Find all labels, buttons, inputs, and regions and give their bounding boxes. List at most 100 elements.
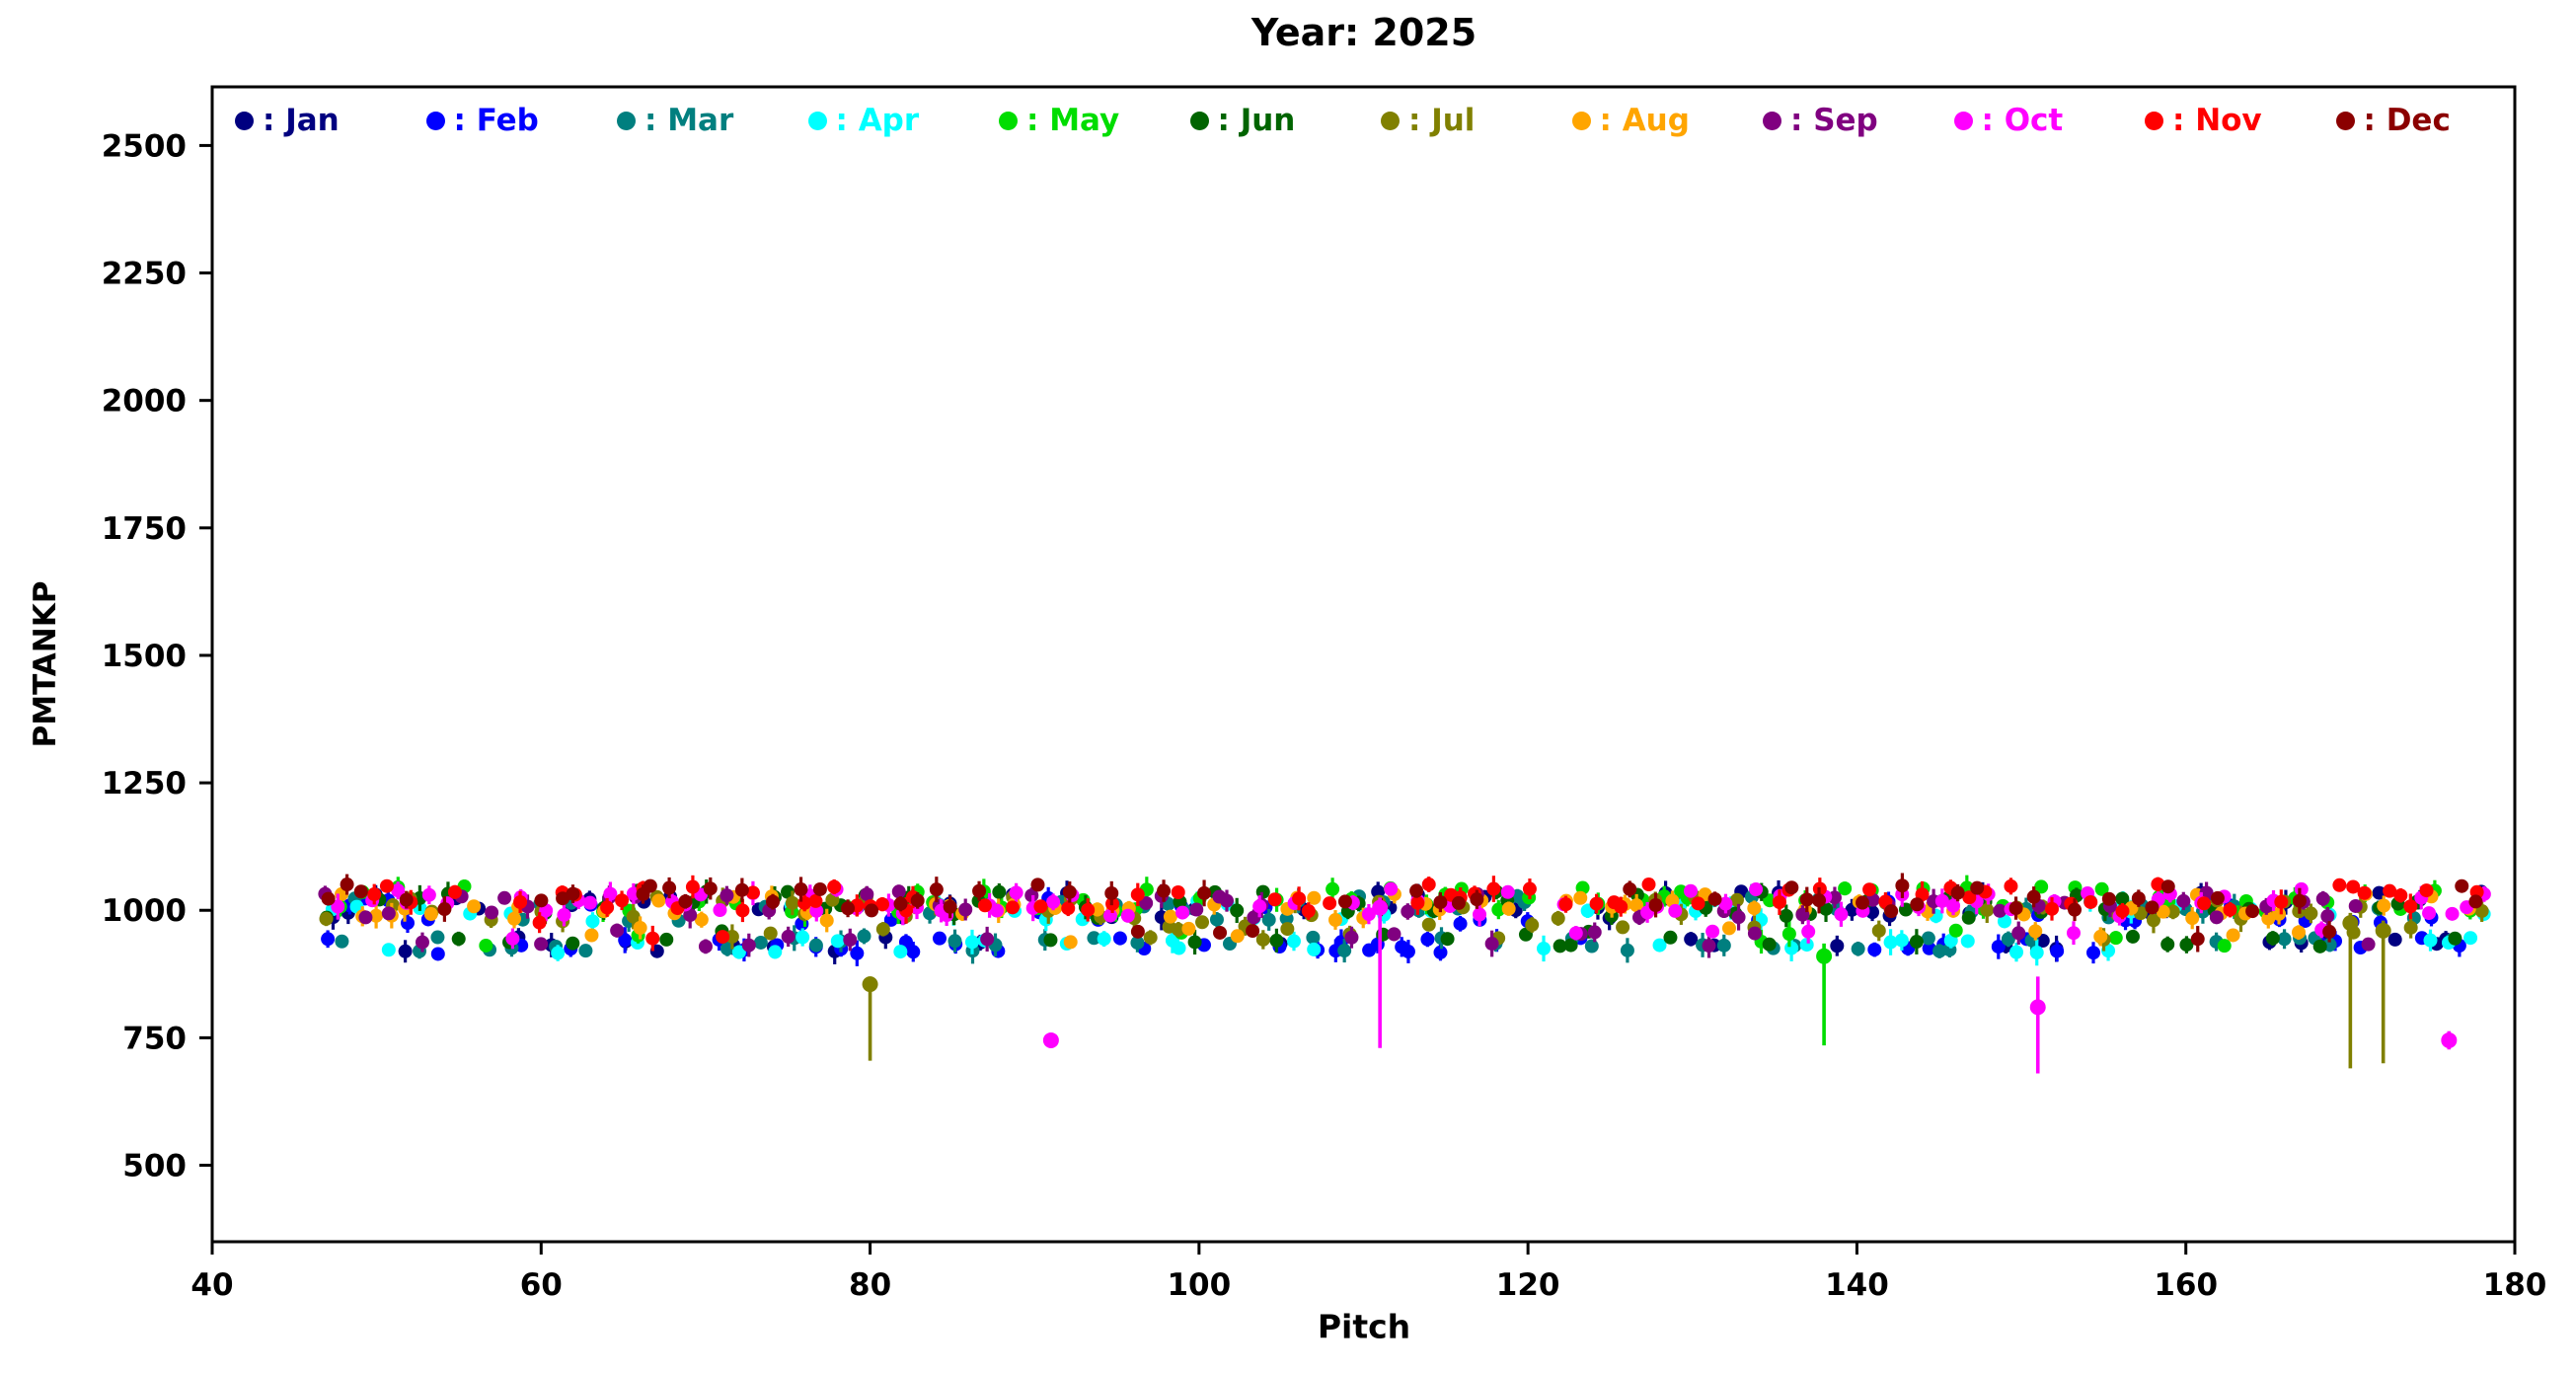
legend-marker-feb: [425, 111, 445, 130]
data-point: [1781, 927, 1796, 942]
data-point: [992, 884, 1007, 899]
data-point: [1286, 934, 1301, 949]
outlier-jul: [2342, 912, 2359, 1069]
data-point: [698, 939, 713, 953]
data-point: [1553, 939, 1567, 953]
legend-item-feb: : Feb: [425, 103, 539, 138]
data-point: [1705, 924, 1720, 939]
data-point: [2145, 900, 2159, 915]
data-point: [734, 882, 749, 897]
data-point: [943, 899, 957, 914]
data-point: [865, 903, 879, 918]
legend-item-apr: : Apr: [807, 103, 919, 138]
legend-label-mar: : Mar: [644, 103, 734, 138]
data-point: [796, 930, 810, 945]
data-point: [1812, 893, 1827, 908]
data-point: [1731, 910, 1746, 925]
legend-marker-dec: [2335, 111, 2355, 130]
outlier-oct: [1372, 897, 1389, 1048]
data-point: [603, 886, 618, 901]
data-point: [1410, 895, 1425, 910]
data-point: [781, 929, 796, 944]
x-tick-label: 100: [1167, 1267, 1231, 1303]
y-tick-label: 1500: [102, 639, 187, 674]
data-point: [1372, 899, 1389, 916]
data-point: [2383, 883, 2397, 898]
outlier-oct: [2029, 976, 2046, 1074]
data-point: [1921, 931, 1935, 946]
data-point: [2223, 902, 2237, 917]
data-point: [1934, 893, 1949, 908]
legend-marker-mar: [617, 111, 636, 130]
data-point: [1252, 899, 1267, 914]
data-point: [1830, 939, 1845, 953]
data-point: [2156, 904, 2170, 919]
data-point: [1197, 885, 1212, 900]
data-point: [1909, 935, 1924, 950]
y-tick-label: 500: [122, 1149, 187, 1184]
data-point: [340, 877, 354, 892]
data-point: [2209, 910, 2224, 925]
data-point: [2291, 925, 2306, 940]
data-point: [1130, 887, 1145, 902]
data-point: [735, 903, 750, 918]
data-point: [430, 930, 445, 945]
data-point: [1862, 882, 1877, 897]
data-point: [2210, 890, 2225, 905]
legend-item-aug: : Aug: [1571, 103, 1690, 138]
data-point: [1799, 938, 1814, 953]
data-point: [1009, 885, 1023, 900]
data-point: [1451, 895, 1466, 910]
data-point: [768, 945, 783, 959]
data-point: [1932, 944, 1947, 958]
data-point: [1219, 893, 1234, 908]
data-point: [615, 893, 630, 908]
data-point: [2226, 928, 2240, 943]
data-point: [415, 935, 429, 950]
data-point: [1716, 938, 1731, 953]
data-point: [785, 895, 799, 910]
data-point: [2029, 946, 2044, 960]
data-point: [1747, 901, 1762, 916]
data-point: [808, 893, 823, 908]
data-point: [1130, 924, 1145, 939]
data-point: [2357, 885, 2372, 900]
data-point: [1181, 921, 1196, 936]
data-point: [1525, 918, 1540, 933]
data-point: [1573, 890, 1588, 905]
x-tick-label: 80: [849, 1267, 891, 1303]
data-point: [2342, 915, 2359, 932]
data-point: [843, 933, 858, 948]
data-point: [2026, 889, 2041, 904]
data-point: [860, 886, 874, 901]
data-point: [1614, 899, 1629, 914]
data-point: [1993, 903, 2008, 918]
data-point: [1433, 895, 1448, 910]
data-point: [1326, 881, 1340, 896]
data-point: [1895, 878, 1910, 893]
data-point: [1663, 930, 1678, 945]
data-point: [2028, 924, 2043, 939]
data-point: [1762, 937, 1777, 952]
legend-item-jan: : Jan: [235, 103, 340, 138]
data-point: [893, 896, 908, 911]
data-point: [2146, 913, 2160, 928]
data-point: [1629, 898, 1644, 913]
data-point: [1328, 912, 1343, 927]
legend-item-oct: : Oct: [1953, 103, 2063, 138]
data-point: [321, 891, 336, 906]
data-point: [2294, 881, 2309, 896]
x-tick-label: 40: [190, 1267, 233, 1303]
data-point: [2422, 906, 2437, 921]
data-point: [794, 882, 808, 897]
data-point: [862, 976, 878, 993]
data-point: [1707, 891, 1722, 906]
data-point: [1230, 929, 1245, 944]
data-point: [1816, 948, 1833, 964]
data-point: [1157, 883, 1172, 898]
data-point: [1851, 942, 1865, 956]
data-point: [1702, 939, 1716, 953]
outlier-oct: [2441, 1030, 2458, 1050]
legend-label-aug: : Aug: [1599, 103, 1690, 138]
